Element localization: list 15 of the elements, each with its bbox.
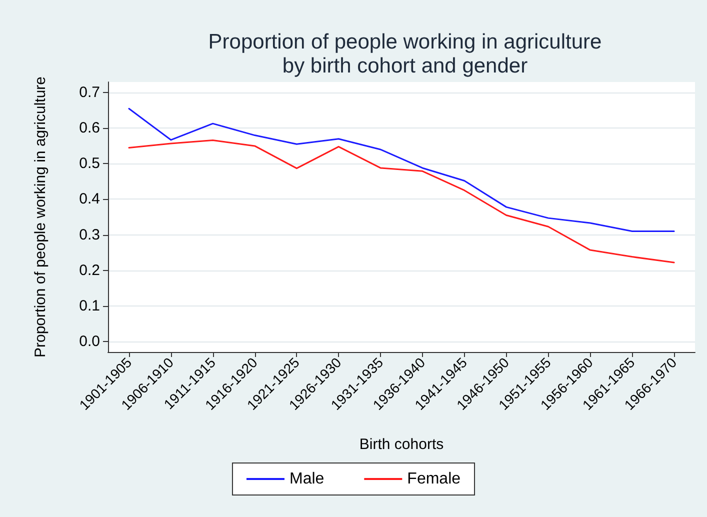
line-series <box>128 140 675 264</box>
y-tick-label: 0.1 <box>79 297 100 314</box>
y-tick-label: 0.2 <box>79 262 100 279</box>
y-tick-label: 0.3 <box>79 226 100 244</box>
chart-title: Proportion of people working in agriculture by birth cohort and gender <box>208 30 602 78</box>
legend-label: Male <box>289 470 324 488</box>
y-tick-label: 0.4 <box>79 190 100 208</box>
y-tick-label: 0.7 <box>79 84 100 102</box>
x-axis-title: Birth cohorts <box>359 436 444 453</box>
y-tick-label: 0.5 <box>79 155 100 172</box>
y-tick-label: 0.0 <box>79 332 100 350</box>
y-axis-title: Proportion of people working in agriculture <box>32 76 49 358</box>
legend-label: Female <box>407 470 461 488</box>
y-tick-label: 0.6 <box>79 120 100 137</box>
line-series <box>128 108 675 232</box>
